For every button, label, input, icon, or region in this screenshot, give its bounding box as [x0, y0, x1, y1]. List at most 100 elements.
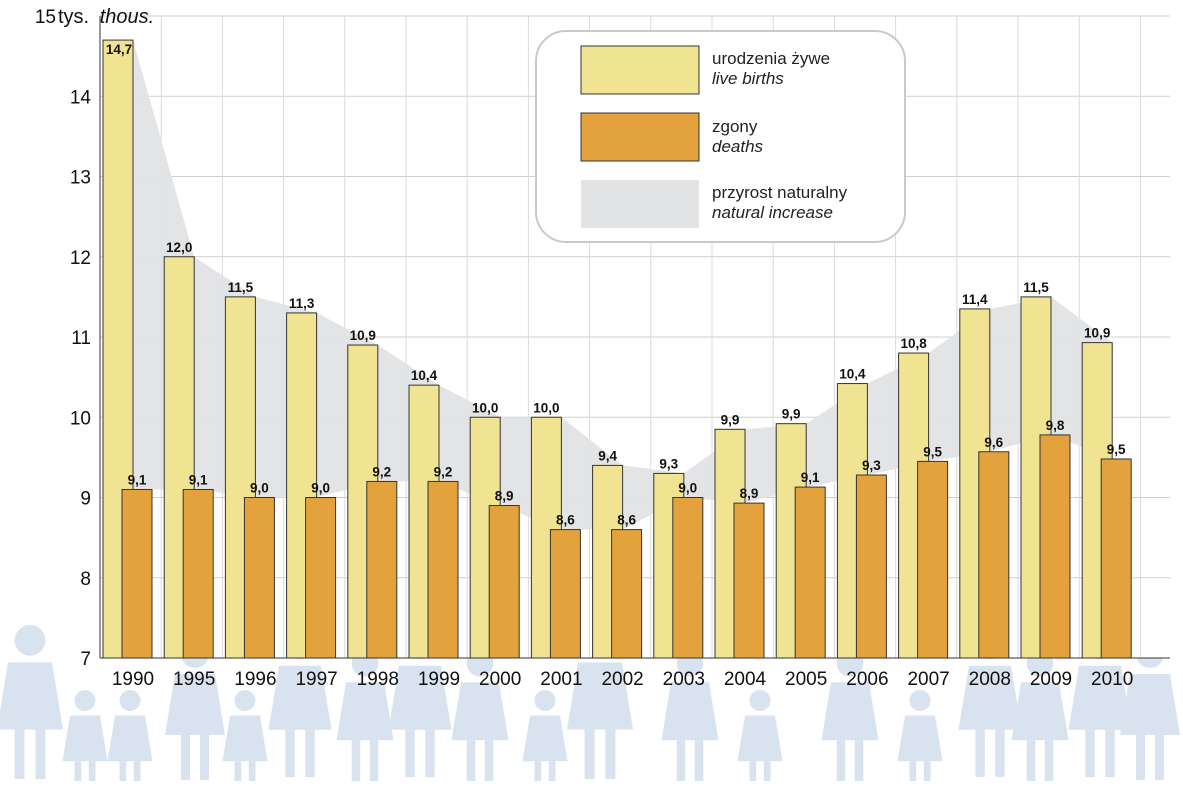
data-label-deaths: 8,6	[556, 513, 575, 528]
person-silhouette	[222, 690, 268, 786]
data-label-deaths: 9,1	[189, 472, 208, 487]
person-silhouette	[0, 625, 63, 779]
person-head	[909, 690, 931, 711]
axes: 7 8 9 10 11 12 13 14 15 1990 1995 1996 1997 1998 1999 2…	[35, 7, 1170, 690]
person-body	[522, 715, 568, 762]
person-leg	[74, 761, 82, 786]
y-tick-label: 9	[80, 489, 91, 510]
bar-deaths	[733, 502, 765, 659]
data-label-live-births: 9,4	[598, 448, 617, 463]
data-label-live-births: 11,5	[228, 280, 254, 295]
data-label-live-births: 10,4	[839, 367, 866, 382]
data-label-deaths: 9,0	[678, 481, 697, 496]
person-leg	[285, 729, 295, 777]
y-axis-unit-en: thous.	[100, 6, 154, 28]
bar-deaths	[182, 488, 214, 659]
x-tick-label: 2003	[663, 669, 705, 690]
person-leg	[995, 729, 1005, 777]
bar-deaths	[243, 497, 275, 659]
person-body	[821, 682, 879, 741]
data-label-live-births: 12,0	[166, 240, 192, 255]
data-label-deaths: 9,5	[923, 444, 942, 459]
person-body	[567, 662, 633, 730]
legend-label-deaths-en: deaths	[712, 137, 764, 156]
data-label-live-births: 10,4	[411, 368, 438, 383]
data-label-live-births: 9,3	[659, 456, 678, 471]
person-leg	[1044, 740, 1054, 783]
person-leg	[836, 740, 846, 783]
x-tick-label: 2002	[601, 669, 643, 690]
bar-deaths	[305, 497, 337, 659]
person-leg	[200, 735, 209, 780]
y-tick-label: 15	[35, 7, 56, 28]
y-tick-label: 10	[70, 408, 91, 429]
person-body	[165, 674, 225, 735]
person-head	[74, 690, 96, 711]
data-label-deaths: 9,2	[372, 464, 391, 479]
person-silhouette	[522, 690, 568, 786]
data-label-deaths: 9,5	[1107, 442, 1126, 457]
legend-swatch-live-births	[580, 45, 700, 95]
data-label-deaths: 8,9	[495, 489, 514, 504]
person-leg	[248, 761, 256, 786]
person-leg	[234, 761, 242, 786]
x-tick-label: 1999	[418, 669, 460, 690]
person-body	[897, 715, 943, 762]
data-label-live-births: 11,5	[1023, 280, 1049, 295]
data-label-deaths: 9,2	[434, 464, 453, 479]
legend: urodzenia żywe live births zgony deaths …	[535, 30, 906, 243]
person-silhouette	[107, 690, 153, 786]
person-leg	[1105, 729, 1115, 777]
person-leg	[133, 761, 141, 786]
y-tick-label: 14	[70, 87, 92, 108]
x-tick-label: 1995	[173, 669, 215, 690]
data-label-deaths: 9,0	[250, 481, 269, 496]
data-label-deaths: 9,1	[801, 470, 820, 485]
x-tick-label: 1998	[357, 669, 399, 690]
bar-deaths	[794, 486, 826, 659]
bar-deaths	[549, 529, 581, 659]
person-leg	[425, 729, 435, 777]
person-body	[107, 715, 153, 762]
person-leg	[35, 729, 46, 779]
x-tick-label: 1996	[234, 669, 276, 690]
data-label-deaths: 9,6	[984, 435, 1003, 450]
person-leg	[605, 729, 616, 779]
person-body	[0, 662, 63, 730]
legend-label-deaths-pl: zgony	[712, 117, 758, 136]
person-body	[62, 715, 108, 762]
person-leg	[1085, 729, 1095, 777]
person-leg	[484, 740, 494, 783]
legend-label-live-births-pl: urodzenia żywe	[712, 49, 830, 68]
bar-deaths	[1100, 458, 1132, 659]
person-leg	[466, 740, 476, 783]
x-tick-label: 2004	[724, 669, 767, 690]
bar-deaths	[488, 505, 520, 659]
legend-label-natural-increase-pl: przyrost naturalny	[712, 183, 848, 202]
data-label-deaths: 9,8	[1046, 418, 1065, 433]
x-tick-label: 2006	[846, 669, 888, 690]
legend-label-natural-increase-en: natural increase	[712, 203, 833, 222]
bar-deaths	[672, 497, 704, 659]
data-label-live-births: 10,9	[350, 328, 376, 343]
bar-deaths	[121, 488, 153, 659]
data-label-deaths: 8,6	[617, 513, 636, 528]
data-label-live-births: 10,8	[900, 336, 927, 351]
data-label-live-births: 11,3	[289, 296, 315, 311]
person-leg	[1136, 735, 1145, 780]
person-leg	[749, 761, 757, 786]
person-leg	[88, 761, 96, 786]
data-label-deaths: 8,9	[740, 486, 759, 501]
x-tick-label: 1997	[295, 669, 337, 690]
person-leg	[351, 740, 361, 783]
bar-deaths	[1039, 434, 1071, 659]
bar-deaths	[917, 460, 949, 659]
x-tick-label: 2005	[785, 669, 827, 690]
person-leg	[909, 761, 917, 786]
legend-swatch-natural-increase	[581, 180, 699, 228]
person-body	[1011, 682, 1069, 741]
person-leg	[369, 740, 379, 783]
bar-deaths	[855, 474, 887, 659]
bar-deaths	[427, 480, 459, 659]
